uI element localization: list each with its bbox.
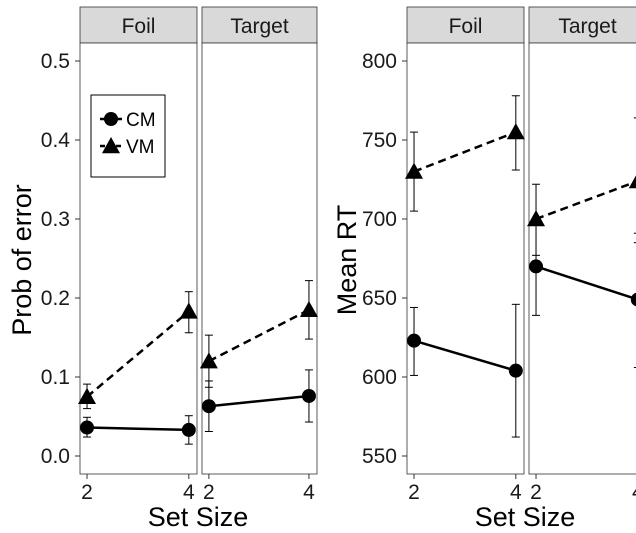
- x-tick-label: 4: [303, 481, 315, 504]
- x-axis-title: Set Size: [475, 502, 576, 532]
- data-point: [509, 364, 523, 378]
- facet-panel-foil: Foil 2 4: [405, 7, 525, 504]
- y-tick-label: 0.5: [41, 50, 70, 73]
- y-tick-label: 0.2: [41, 287, 70, 310]
- facet-label: Foil: [449, 15, 483, 38]
- facet-label: Foil: [122, 15, 156, 38]
- x-axis-title: Set Size: [148, 502, 249, 532]
- y-tick-label: 600: [362, 366, 397, 389]
- legend-box: [91, 95, 165, 177]
- legend: CM VM: [91, 95, 165, 177]
- x-tick-label: 2: [530, 481, 542, 504]
- mean-rt-chart: Foil24Target24550600650700750800Mean RTS…: [332, 7, 636, 532]
- y-tick-label: 0.4: [41, 129, 71, 152]
- y-axis-title: Prob of error: [7, 184, 37, 336]
- panel-border: [407, 43, 524, 474]
- legend-label: CM: [126, 110, 156, 131]
- legend-label: VM: [126, 137, 155, 158]
- facet-label: Target: [230, 15, 289, 38]
- data-point: [182, 423, 196, 437]
- x-tick-label: 4: [632, 481, 636, 504]
- y-axis-title: Mean RT: [332, 205, 362, 316]
- x-tick-label: 4: [510, 481, 522, 504]
- y-tick-label: 650: [362, 287, 397, 310]
- x-tick-label: 4: [183, 481, 195, 504]
- facet-label: Target: [558, 15, 617, 38]
- x-tick-label: 2: [81, 481, 93, 504]
- y-tick-label: 750: [362, 129, 397, 152]
- y-tick-label: 0.3: [41, 208, 70, 231]
- y-tick-label: 0.0: [41, 445, 70, 468]
- facet-panel-foil: Foil 2 4: [78, 7, 198, 504]
- y-tick-label: 800: [362, 50, 397, 73]
- data-point: [529, 259, 543, 273]
- y-tick-label: 0.1: [41, 366, 70, 389]
- data-point: [202, 399, 216, 413]
- y-tick-label: 550: [362, 445, 397, 468]
- facet-panel-target: Target 2 4: [527, 7, 636, 504]
- y-tick-label: 700: [362, 208, 397, 231]
- facet-panel-target: Target 2 4: [200, 7, 318, 504]
- data-point: [80, 421, 94, 435]
- x-tick-label: 2: [203, 481, 215, 504]
- data-point: [407, 334, 421, 348]
- panel-border: [202, 43, 317, 474]
- panel-border: [529, 43, 636, 474]
- x-tick-label: 2: [408, 481, 420, 504]
- legend-marker: [104, 112, 118, 126]
- data-point: [302, 389, 316, 403]
